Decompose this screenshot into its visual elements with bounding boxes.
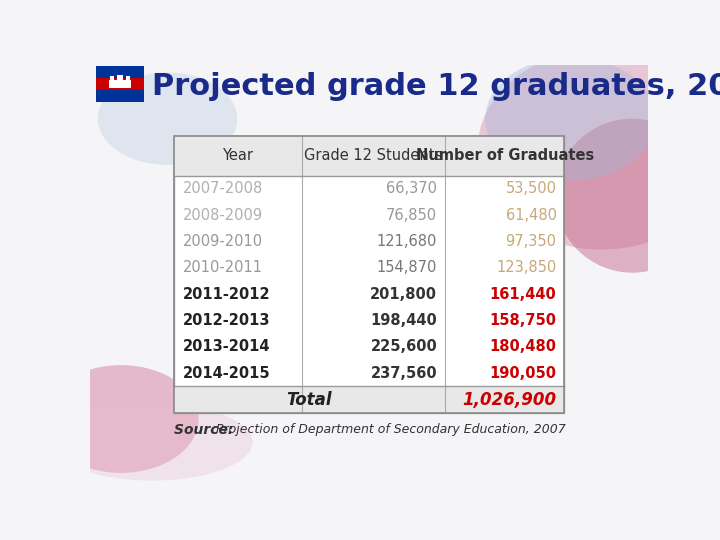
Text: 53,500: 53,500 <box>505 181 557 197</box>
Bar <box>127 76 130 81</box>
Ellipse shape <box>98 72 238 165</box>
Ellipse shape <box>477 49 720 249</box>
Bar <box>174 136 564 413</box>
Text: 123,850: 123,850 <box>496 260 557 275</box>
Text: Number of Graduates: Number of Graduates <box>415 148 594 163</box>
Text: 180,480: 180,480 <box>490 340 557 354</box>
Text: 61,480: 61,480 <box>505 208 557 222</box>
Bar <box>174 387 564 413</box>
Text: 2013-2014: 2013-2014 <box>183 340 271 354</box>
Text: 201,800: 201,800 <box>370 287 437 302</box>
Bar <box>96 78 144 90</box>
Text: Projected grade 12 graduates, 2008-2015: Projected grade 12 graduates, 2008-2015 <box>152 72 720 101</box>
Text: Projection of Department of Secondary Education, 2007: Projection of Department of Secondary Ed… <box>215 423 565 436</box>
Ellipse shape <box>555 119 710 273</box>
Text: 2011-2012: 2011-2012 <box>183 287 271 302</box>
Ellipse shape <box>43 365 199 473</box>
Text: 66,370: 66,370 <box>386 181 437 197</box>
Text: 2014-2015: 2014-2015 <box>183 366 271 381</box>
Text: 237,560: 237,560 <box>371 366 437 381</box>
Bar <box>96 90 144 102</box>
Text: 76,850: 76,850 <box>386 208 437 222</box>
Text: Year: Year <box>222 148 253 163</box>
Text: 2010-2011: 2010-2011 <box>183 260 263 275</box>
Text: 161,440: 161,440 <box>490 287 557 302</box>
Text: 2012-2013: 2012-2013 <box>183 313 271 328</box>
Text: Grade 12 Students: Grade 12 Students <box>304 148 442 163</box>
Text: 190,050: 190,050 <box>490 366 557 381</box>
Bar <box>174 136 564 176</box>
Text: 158,750: 158,750 <box>490 313 557 328</box>
Ellipse shape <box>485 57 656 180</box>
Ellipse shape <box>51 403 253 481</box>
Bar <box>109 80 131 89</box>
Text: 2007-2008: 2007-2008 <box>183 181 264 197</box>
Text: 1,026,900: 1,026,900 <box>462 390 557 409</box>
Bar <box>174 136 564 413</box>
Bar <box>96 66 144 78</box>
Text: 97,350: 97,350 <box>505 234 557 249</box>
Bar <box>110 76 114 81</box>
Bar <box>117 75 123 83</box>
Text: 198,440: 198,440 <box>371 313 437 328</box>
Text: 154,870: 154,870 <box>377 260 437 275</box>
Text: 225,600: 225,600 <box>371 340 437 354</box>
Text: 2009-2010: 2009-2010 <box>183 234 263 249</box>
Text: 2008-2009: 2008-2009 <box>183 208 263 222</box>
Text: Total: Total <box>287 390 332 409</box>
Text: 121,680: 121,680 <box>377 234 437 249</box>
Text: Source:: Source: <box>174 423 238 437</box>
